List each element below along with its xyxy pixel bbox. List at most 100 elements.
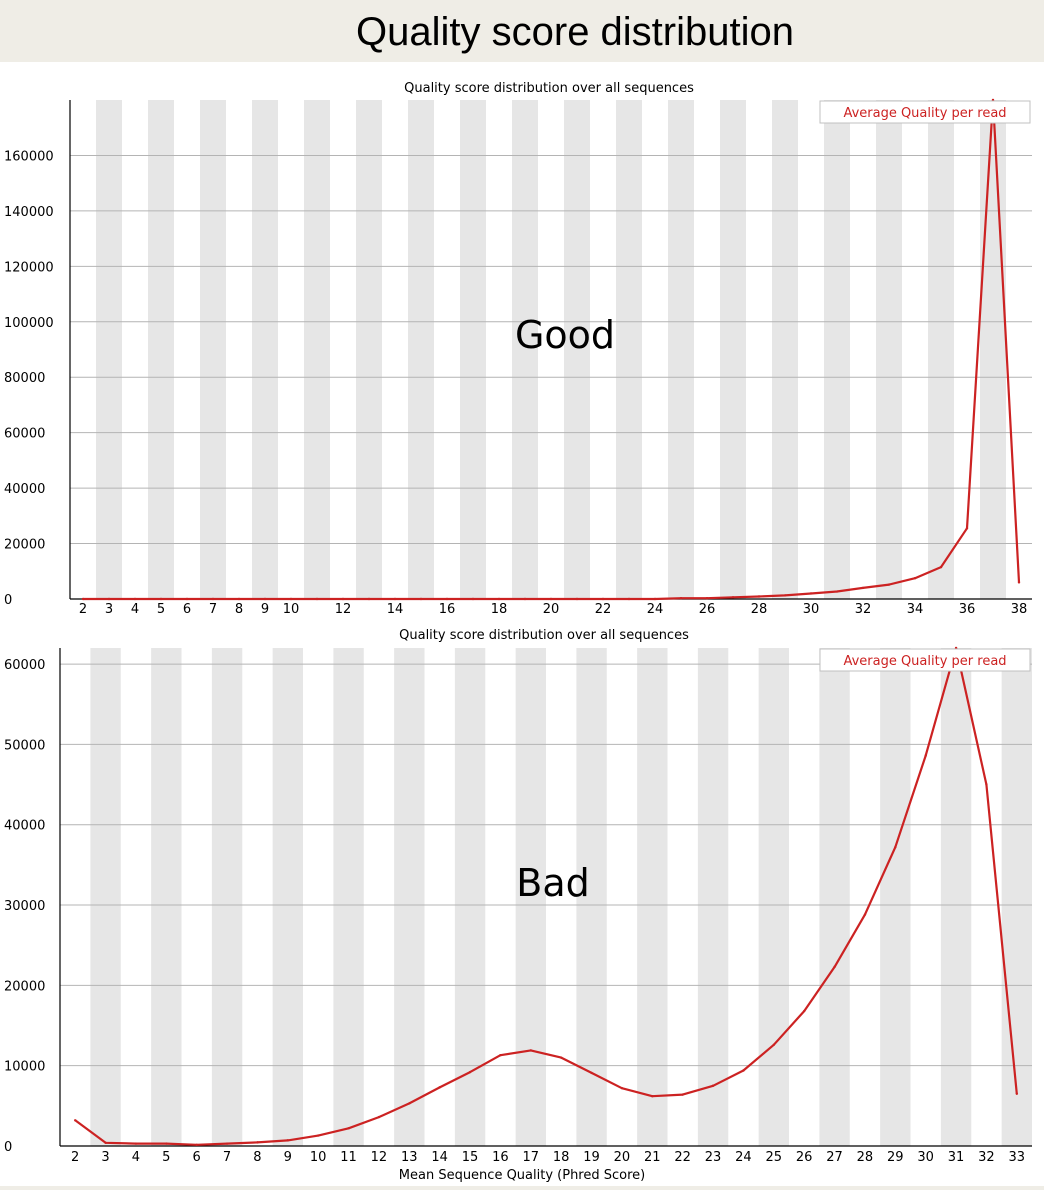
band-35 xyxy=(928,100,954,599)
x-tick-label: 29 xyxy=(887,1150,904,1165)
band-9 xyxy=(252,100,278,599)
x-tick-label: 13 xyxy=(401,1150,418,1165)
x-tick-label: 16 xyxy=(439,602,456,617)
x-tick-label: 33 xyxy=(1009,1150,1026,1165)
band-11 xyxy=(304,100,330,599)
data-point xyxy=(1017,581,1021,584)
x-tick-label: 14 xyxy=(431,1150,448,1165)
x-tick-label: 20 xyxy=(614,1150,631,1165)
data-point xyxy=(913,577,917,580)
legend: Average Quality per read xyxy=(819,648,1031,672)
data-point xyxy=(159,597,163,601)
x-tick-label: 8 xyxy=(253,1150,261,1165)
data-point xyxy=(377,1115,381,1119)
band-31 xyxy=(940,648,972,1146)
y-tick-label: 140000 xyxy=(4,205,54,220)
data-point xyxy=(393,597,397,601)
y-tick-label: 0 xyxy=(4,593,12,608)
data-point xyxy=(225,1142,229,1145)
x-tick-label: 16 xyxy=(492,1150,509,1165)
y-tick-label: 40000 xyxy=(4,819,45,834)
data-point xyxy=(195,1143,198,1146)
band-31 xyxy=(824,100,850,599)
y-tick-label: 20000 xyxy=(4,538,45,553)
x-tick-label: 8 xyxy=(235,602,243,617)
x-tick-label: 24 xyxy=(735,1150,752,1165)
data-point xyxy=(681,1093,684,1096)
data-point xyxy=(468,1070,472,1074)
x-tick-label: 12 xyxy=(335,602,352,617)
band-27 xyxy=(720,100,746,599)
data-point xyxy=(861,586,865,590)
x-tick-label: 18 xyxy=(491,602,508,617)
x-tick-label: 23 xyxy=(705,1150,722,1165)
y-tick-label: 100000 xyxy=(4,316,54,331)
data-point xyxy=(679,596,683,600)
x-tick-label: 11 xyxy=(340,1150,357,1165)
x-tick-label: 38 xyxy=(1011,602,1028,617)
x-tick-label: 30 xyxy=(917,1150,934,1165)
data-point xyxy=(627,597,631,601)
data-point xyxy=(289,597,293,601)
band-25 xyxy=(668,100,694,599)
x-tick-label: 2 xyxy=(79,602,87,617)
x-tick-label: 22 xyxy=(595,602,612,617)
band-7 xyxy=(211,648,243,1146)
x-tick-label: 28 xyxy=(857,1150,874,1165)
data-point xyxy=(438,1086,441,1089)
y-tick-label: 60000 xyxy=(4,658,45,673)
data-point xyxy=(523,597,527,601)
x-tick-label: 18 xyxy=(553,1150,570,1165)
band-33 xyxy=(1001,648,1032,1146)
band-5 xyxy=(151,648,182,1146)
band-21 xyxy=(637,648,668,1146)
x-tick-label: 3 xyxy=(105,602,113,617)
x-tick-label: 27 xyxy=(826,1150,843,1165)
y-tick-label: 60000 xyxy=(4,427,45,442)
x-tick-label: 21 xyxy=(644,1150,661,1165)
x-tick-label: 2 xyxy=(71,1150,79,1165)
x-tick-label: 6 xyxy=(183,602,191,617)
data-point xyxy=(497,597,501,601)
data-point xyxy=(559,1056,563,1059)
data-point xyxy=(802,1009,806,1013)
x-tick-label: 24 xyxy=(647,602,664,617)
band-19 xyxy=(512,100,538,599)
data-point xyxy=(705,596,709,600)
data-point xyxy=(211,597,215,601)
band-27 xyxy=(819,648,850,1146)
data-point xyxy=(731,596,735,599)
band-19 xyxy=(576,648,607,1146)
band-3 xyxy=(96,100,122,599)
x-tick-label: 14 xyxy=(387,602,404,617)
band-3 xyxy=(90,648,121,1146)
data-point xyxy=(783,594,787,597)
data-point xyxy=(134,1142,138,1145)
band-23 xyxy=(616,100,642,599)
data-point xyxy=(809,592,813,595)
data-point xyxy=(894,846,897,849)
slide-title: Quality score distribution xyxy=(356,10,794,54)
band-13 xyxy=(394,648,425,1146)
y-tick-label: 0 xyxy=(4,1140,12,1155)
data-point xyxy=(165,1142,168,1145)
band-7 xyxy=(200,100,226,599)
band-29 xyxy=(880,648,911,1146)
x-tick-label: 15 xyxy=(462,1150,479,1165)
series-line-1 xyxy=(74,646,1018,1146)
x-axis-label: Mean Sequence Quality (Phred Score) xyxy=(399,1168,645,1183)
data-point xyxy=(965,527,969,530)
band-33 xyxy=(876,100,902,599)
data-point xyxy=(575,597,579,601)
data-point xyxy=(256,1141,259,1144)
x-tick-label: 6 xyxy=(193,1150,201,1165)
data-point xyxy=(924,754,927,757)
data-point xyxy=(263,597,267,601)
data-point xyxy=(549,597,553,601)
y-tick-label: 20000 xyxy=(4,979,45,994)
band-11 xyxy=(333,648,364,1146)
x-tick-label: 9 xyxy=(284,1150,292,1165)
data-point xyxy=(237,597,241,601)
legend: Average Quality per read xyxy=(819,100,1031,124)
